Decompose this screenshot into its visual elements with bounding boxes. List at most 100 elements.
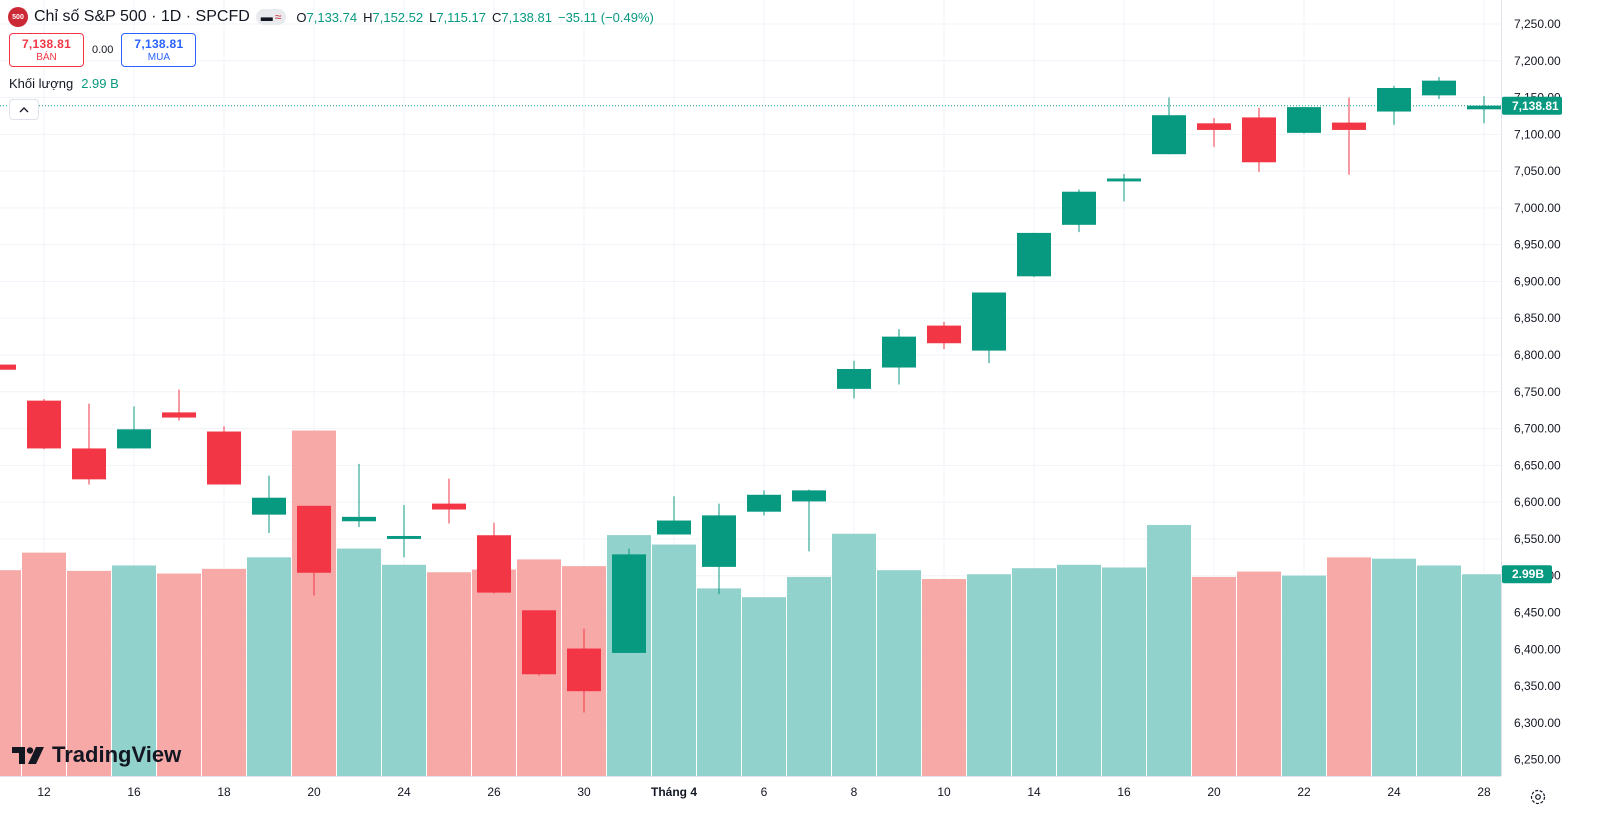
volume-bar (1102, 567, 1146, 776)
x-tick-label: 16 (127, 785, 141, 799)
legend-toggles[interactable]: ▬ ≈ (255, 9, 287, 25)
x-tick-label: 8 (851, 785, 858, 799)
volume-tag-label: 2.99B (1512, 567, 1544, 581)
y-tick-label: 6,450.00 (1514, 605, 1561, 619)
chevron-up-icon (19, 106, 29, 112)
y-tick-label: 6,850.00 (1514, 311, 1561, 325)
volume-bar (1012, 568, 1056, 776)
collapse-legend-button[interactable] (9, 99, 39, 120)
candle (1467, 96, 1501, 124)
candle-body (117, 429, 151, 449)
volume-bar (67, 570, 111, 776)
candle-body (432, 503, 466, 510)
close-key: C (491, 9, 502, 25)
candle (1377, 85, 1411, 125)
candle-body (1422, 80, 1456, 96)
volume-bar (427, 572, 471, 776)
x-tick-label: 20 (1207, 785, 1221, 799)
candle-body (702, 515, 736, 567)
x-tick-label: 24 (397, 785, 411, 799)
candle-body (1467, 105, 1501, 110)
y-tick-label: 7,200.00 (1514, 54, 1561, 68)
sell-price: 7,138.81 (21, 37, 72, 51)
candle (1332, 97, 1366, 175)
y-tick-label: 6,700.00 (1514, 422, 1561, 436)
y-tick-label: 6,900.00 (1514, 274, 1561, 288)
minus-toggle-icon[interactable]: ▬ (260, 10, 273, 24)
volume-bar (652, 544, 696, 776)
y-tick-label: 6,550.00 (1514, 532, 1561, 546)
x-tick-label: 6 (761, 785, 768, 799)
tradingview-logo-icon (12, 747, 44, 764)
volume-bar (22, 552, 66, 776)
tradingview-logo[interactable]: TradingView (12, 742, 181, 768)
volume-bar (922, 578, 966, 776)
candle-body (747, 494, 781, 512)
candle-body (657, 520, 691, 535)
candle (162, 389, 196, 421)
volume-bar (1372, 558, 1416, 776)
volume-label: Khối lượng (9, 76, 74, 91)
x-tick-label: 22 (1297, 785, 1311, 799)
candle-body (882, 336, 916, 368)
candle-body (1242, 117, 1276, 163)
candle (0, 364, 16, 370)
candle-body (972, 292, 1006, 351)
ohlc-values: O7,133.74 H7,152.52 L7,115.17 C7,138.81 … (296, 10, 654, 25)
candle (882, 329, 916, 385)
volume-bar (157, 573, 201, 776)
y-tick-label: 7,100.00 (1514, 127, 1561, 141)
x-tick-label: 28 (1477, 785, 1491, 799)
y-tick-label: 6,750.00 (1514, 385, 1561, 399)
volume-bar (112, 565, 156, 776)
symbol-badge-icon: 500 (8, 7, 28, 27)
candle (1287, 107, 1321, 134)
candle-body (27, 400, 61, 449)
volume-bar (1057, 564, 1101, 776)
volume-legend[interactable]: Khối lượng 2.99 B (9, 76, 119, 91)
volume-bar (742, 597, 786, 776)
sell-button[interactable]: 7,138.81 BÁN (9, 33, 84, 67)
volume-bar (1237, 571, 1281, 776)
buy-price: 7,138.81 (134, 37, 184, 51)
x-tick-label: 12 (37, 785, 51, 799)
candle-body (72, 448, 106, 480)
gear-icon[interactable] (1528, 787, 1548, 807)
volume-bar (1147, 524, 1191, 776)
candle-body (837, 368, 871, 389)
volume-bar (247, 557, 291, 776)
chart-legend-header: 500 Chỉ số S&P 500 · 1D · SPCFD ▬ ≈ O7,1… (8, 7, 654, 27)
candle (1422, 76, 1456, 100)
volume-bar (382, 564, 426, 776)
candle-body (1152, 115, 1186, 155)
candle-body (297, 505, 331, 573)
candle-body (1287, 107, 1321, 133)
candle-body (342, 516, 376, 522)
y-tick-label: 7,000.00 (1514, 201, 1561, 215)
candle (837, 360, 871, 399)
candle (207, 426, 241, 485)
symbol-title[interactable]: Chỉ số S&P 500 · 1D · SPCFD (34, 8, 250, 25)
high-value: 7,152.52 (372, 9, 424, 25)
candle-body (387, 535, 421, 539)
candle (1152, 97, 1186, 155)
buy-button[interactable]: 7,138.81 MUA (121, 33, 197, 67)
wave-toggle-icon[interactable]: ≈ (274, 10, 282, 24)
candle-body (477, 535, 511, 593)
volume-bar (1462, 574, 1501, 776)
y-tick-label: 6,950.00 (1514, 238, 1561, 252)
candle (1107, 174, 1141, 202)
volume-bar (967, 574, 1011, 776)
candle (252, 475, 286, 534)
volume-bar (787, 576, 831, 776)
volume-bar (1192, 576, 1236, 776)
candle (612, 548, 646, 653)
trade-panel: 7,138.81 BÁN 0.00 7,138.81 MUA (9, 33, 197, 67)
candle (522, 610, 556, 676)
candle (72, 403, 106, 485)
volume-bar (697, 588, 741, 776)
candle-body (1377, 87, 1411, 112)
last-price-tag-label: 7,138.81 (1512, 99, 1559, 113)
close-value: 7,138.81 (501, 9, 552, 25)
